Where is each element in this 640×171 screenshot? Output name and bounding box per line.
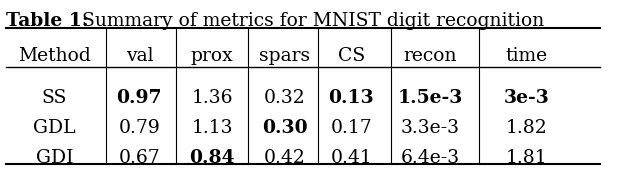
Text: GDL: GDL [33,119,76,137]
Text: GDI: GDI [36,149,73,167]
Text: 0.17: 0.17 [330,119,372,137]
Text: 0.42: 0.42 [264,149,306,167]
Text: 0.30: 0.30 [262,119,307,137]
Text: 1.81: 1.81 [506,149,548,167]
Text: 0.67: 0.67 [118,149,160,167]
Text: Table 1:: Table 1: [6,12,89,30]
Text: 3e-3: 3e-3 [504,89,550,107]
Text: 3.3e-3: 3.3e-3 [401,119,460,137]
Text: 6.4e-3: 6.4e-3 [401,149,460,167]
Text: 0.32: 0.32 [264,89,305,107]
Text: 1.36: 1.36 [191,89,233,107]
Text: 0.13: 0.13 [328,89,374,107]
Text: 1.5e-3: 1.5e-3 [397,89,463,107]
Text: 1.82: 1.82 [506,119,548,137]
Text: 0.41: 0.41 [330,149,372,167]
Text: 0.97: 0.97 [116,89,162,107]
Text: time: time [506,47,548,65]
Text: Summary of metrics for MNIST digit recognition: Summary of metrics for MNIST digit recog… [76,12,544,30]
Text: 1.13: 1.13 [191,119,233,137]
Text: SS: SS [42,89,67,107]
Text: Method: Method [18,47,91,65]
Text: 0.79: 0.79 [118,119,160,137]
Text: prox: prox [191,47,234,65]
Text: 0.84: 0.84 [189,149,235,167]
Text: CS: CS [338,47,365,65]
Text: spars: spars [259,47,310,65]
Text: recon: recon [403,47,457,65]
Text: val: val [125,47,153,65]
